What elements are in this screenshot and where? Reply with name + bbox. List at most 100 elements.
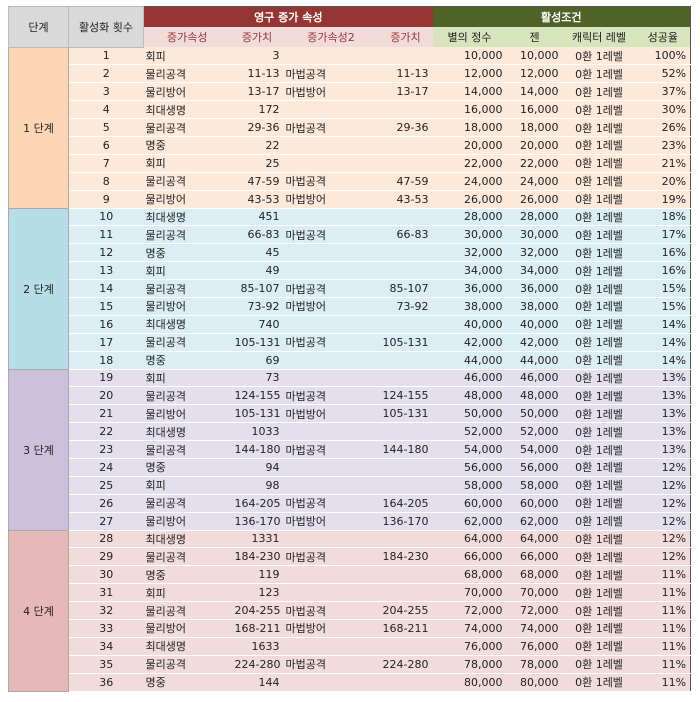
table-cell: 36 [68, 673, 144, 692]
table-cell: 29-36 [378, 118, 433, 137]
table-cell: 124-155 [230, 386, 284, 406]
table-cell: 52% [635, 64, 691, 84]
table-cell: 100% [635, 47, 691, 66]
table-cell: 28,000 [432, 208, 507, 227]
table-cell: 13% [635, 369, 691, 388]
table-cell: 34,000 [506, 261, 563, 281]
table-cell: 6 [68, 136, 144, 155]
table-cell: 28 [68, 530, 144, 549]
table-cell: 3 [68, 82, 144, 102]
table-cell: 회피 [143, 369, 231, 388]
table-cell [283, 637, 379, 656]
table-cell: 105-131 [378, 333, 433, 352]
table-cell: 43-53 [230, 190, 284, 209]
table-row: 16 최대생명 740 40,000 40,000 0환 1레벨 14% [8, 315, 691, 334]
table-cell: 마법방어 [283, 404, 379, 424]
table-cell: 105-131 [230, 404, 284, 424]
table-cell: 48,000 [506, 386, 563, 406]
table-cell: 15% [635, 279, 691, 298]
table-cell: 136-170 [378, 512, 433, 531]
table-row: 8 물리공격 47-59 마법공격 47-59 24,000 24,000 0환 1레벨 20% [8, 172, 691, 191]
table-cell: 0환 1레벨 [562, 476, 636, 495]
table-cell: 46,000 [432, 369, 507, 388]
table-cell: 12% [635, 547, 691, 567]
table-cell: 최대생명 [143, 422, 231, 442]
table-cell: 마법공격 [283, 172, 379, 191]
table-cell: 124-155 [378, 386, 433, 406]
table-cell [378, 243, 433, 263]
table-cell: 20,000 [432, 136, 507, 155]
table-cell: 22,000 [432, 154, 507, 173]
table-row: 4 단계 28 최대생명 1331 64,000 64,000 0환 1레벨 12% [8, 529, 691, 692]
table-cell: 0환 1레벨 [562, 172, 636, 191]
table-cell: 73-92 [230, 297, 284, 316]
table-cell: 0환 1레벨 [562, 494, 636, 513]
table-cell [283, 261, 379, 281]
table-cell: 12% [635, 494, 691, 513]
subheader-cell: 성공율 [635, 27, 691, 47]
table-cell: 물리방어 [143, 404, 231, 424]
table-cell: 66-83 [378, 225, 433, 245]
table-cell [283, 315, 379, 334]
table-cell: 46,000 [506, 369, 563, 388]
table-cell: 최대생명 [143, 100, 231, 120]
table-cell: 136-170 [230, 512, 284, 531]
table-cell: 마법방어 [283, 190, 379, 209]
table-cell: 73 [230, 369, 284, 388]
table-cell: 회피 [143, 47, 231, 66]
table-cell: 11-13 [230, 64, 284, 84]
table-row: 33 물리방어 168-211 마법방어 168-211 74,000 74,000 0환 1… [8, 619, 691, 638]
table-cell [283, 530, 379, 549]
table-cell: 물리방어 [143, 190, 231, 209]
table-cell [283, 136, 379, 155]
table-cell: 58,000 [432, 476, 507, 495]
table-cell: 29 [68, 547, 144, 567]
table-cell: 68,000 [432, 565, 507, 585]
table-cell: 98 [230, 476, 284, 495]
table-cell [283, 422, 379, 442]
table-cell: 34,000 [432, 261, 507, 281]
table-row: 2 물리공격 11-13 마법공격 11-13 12,000 12,000 0환 1레벨 52% [8, 64, 691, 84]
table-cell [378, 136, 433, 155]
table-cell: 0환 1레벨 [562, 315, 636, 334]
table-cell: 물리방어 [143, 619, 231, 638]
table-cell: 30 [68, 565, 144, 585]
table-cell: 10 [68, 208, 144, 227]
table-cell: 명중 [143, 243, 231, 263]
table-cell: 56,000 [432, 458, 507, 477]
table-cell: 물리공격 [143, 547, 231, 567]
table-cell: 0환 1레벨 [562, 530, 636, 549]
table-cell: 30% [635, 100, 691, 120]
table-cell: 25 [68, 476, 144, 495]
table-cell [378, 530, 433, 549]
table-row: 9 물리방어 43-53 마법방어 43-53 26,000 26,000 0환 1레벨 19% [8, 190, 691, 209]
table-row: 2 단계 10 최대생명 451 28,000 28,000 0환 1레벨 18% [8, 207, 691, 370]
table-cell: 85-107 [378, 279, 433, 298]
table-cell: 13 [68, 261, 144, 281]
table-cell: 9 [68, 190, 144, 209]
table-cell: 66-83 [230, 225, 284, 245]
subheader-cell: 증가치 [230, 27, 284, 47]
table-cell: 11% [635, 583, 691, 603]
table-cell [378, 47, 433, 66]
table-cell: 184-230 [378, 547, 433, 567]
table-cell: 16,000 [432, 100, 507, 120]
table-cell: 73-92 [378, 297, 433, 316]
table-cell: 56,000 [506, 458, 563, 477]
table-cell: 20% [635, 172, 691, 191]
table-cell: 60,000 [432, 494, 507, 513]
table-cell: 32 [68, 601, 144, 620]
table-cell: 13% [635, 440, 691, 459]
table-cell: 451 [230, 208, 284, 227]
table-cell [283, 208, 379, 227]
table-cell: 21% [635, 154, 691, 173]
table-cell: 물리공격 [143, 494, 231, 513]
table-cell: 66,000 [432, 547, 507, 567]
table-cell [283, 565, 379, 585]
table-cell: 224-280 [230, 655, 284, 674]
table-cell: 물리공격 [143, 655, 231, 674]
table-cell: 38,000 [432, 297, 507, 316]
table-cell: 마법공격 [283, 333, 379, 352]
table-cell: 0환 1레벨 [562, 655, 636, 674]
table-cell: 마법공격 [283, 601, 379, 620]
